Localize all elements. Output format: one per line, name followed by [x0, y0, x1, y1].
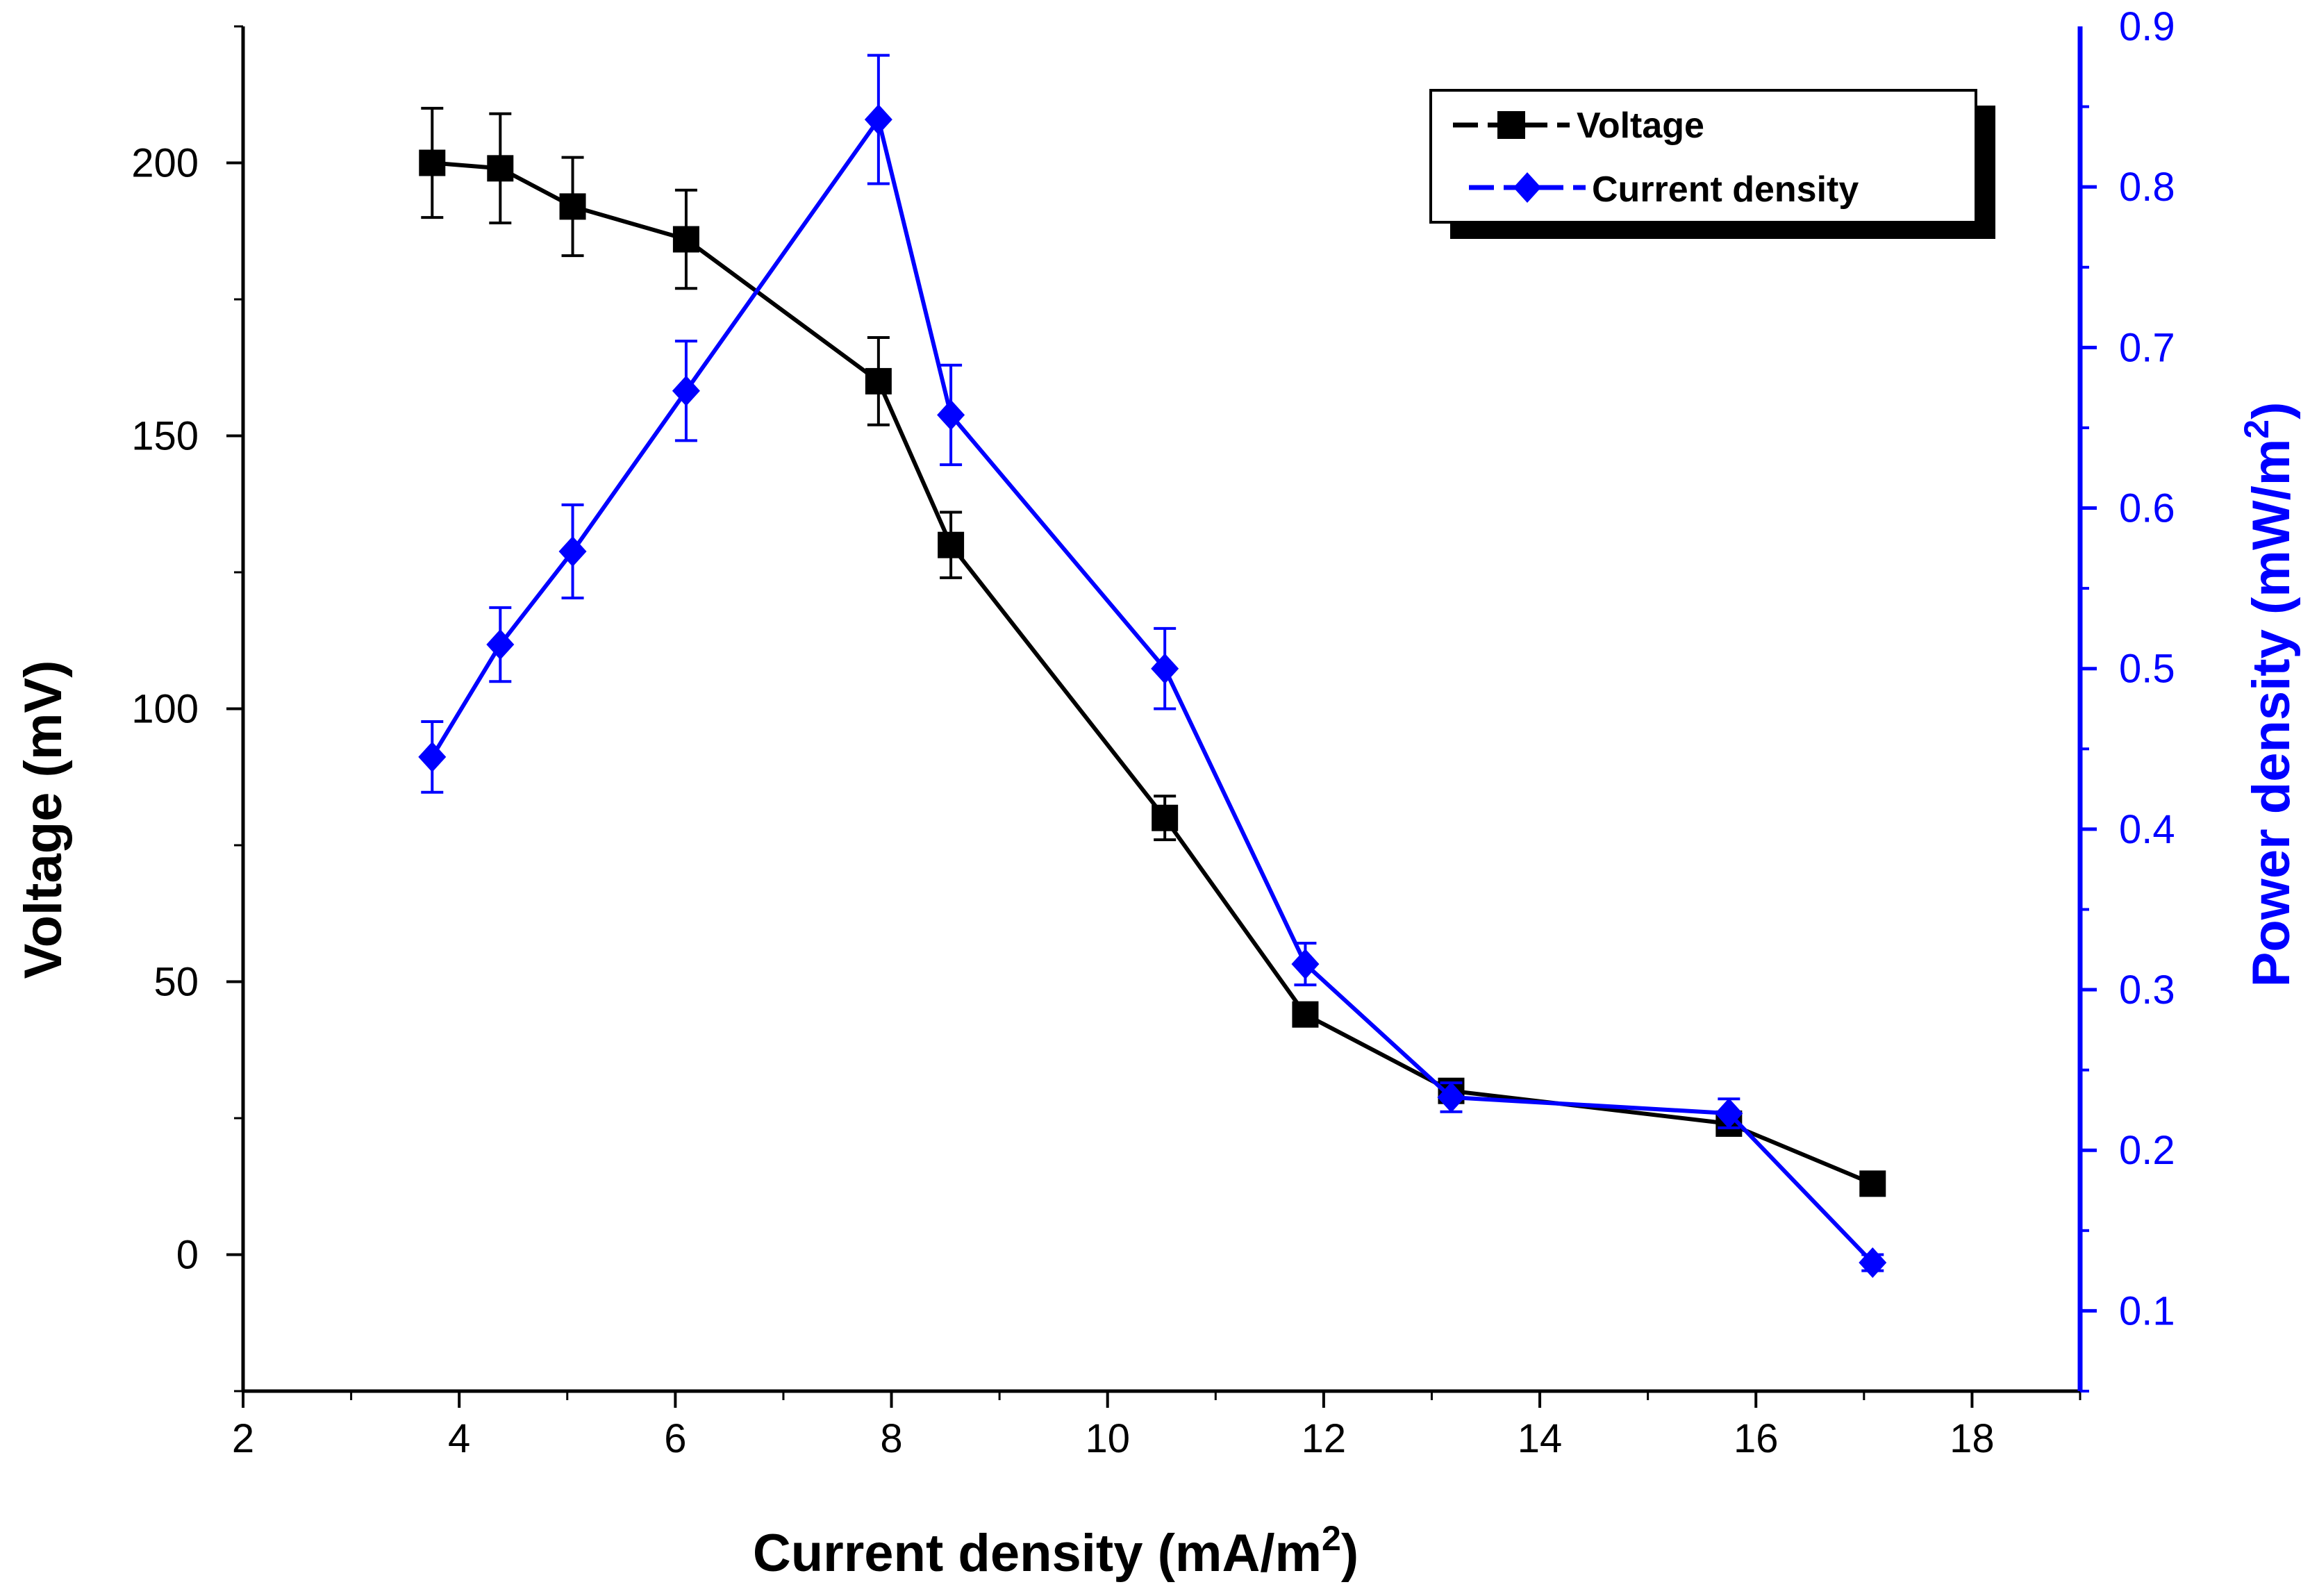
- x-tick-label: 18: [1950, 1416, 1995, 1461]
- data-point: [864, 104, 892, 135]
- data-point: [1859, 1247, 1887, 1279]
- data-point: [672, 226, 699, 253]
- x-tick-label: 4: [448, 1416, 470, 1461]
- legend-entry-voltage: Voltage: [1453, 106, 1704, 146]
- data-point: [558, 535, 587, 567]
- x-axis-title-sup: 2: [1322, 1519, 1341, 1558]
- y2-tick-label: 0.1: [2119, 1288, 2175, 1333]
- data-point: [937, 399, 965, 431]
- x-axis-title: Current density (mA/m2): [753, 1519, 1358, 1583]
- series-layer: [418, 53, 1887, 1279]
- series-line: [432, 160, 1874, 1186]
- series-line: [430, 117, 1875, 1265]
- data-point: [487, 155, 514, 182]
- legend: Voltage Current density: [1429, 89, 1995, 239]
- data-point: [559, 193, 586, 220]
- data-point: [419, 149, 446, 176]
- y2-tick-label: 0.7: [2119, 325, 2175, 370]
- data-point: [938, 531, 965, 558]
- data-point: [1291, 949, 1320, 980]
- legend-marker-voltage: [1497, 111, 1525, 139]
- legend-entry-current-density: Current density: [1469, 169, 1859, 210]
- legend-marker-current-density: [1513, 172, 1541, 203]
- y2-tick-label: 0.8: [2119, 165, 2175, 210]
- data-point: [1292, 1001, 1319, 1028]
- x-tick-label: 6: [664, 1416, 686, 1461]
- x-tick-label: 10: [1085, 1416, 1130, 1461]
- data-point: [1859, 1170, 1886, 1197]
- y2-axis-title-main: Power density (mW/m: [2242, 439, 2301, 988]
- x-tick-label: 2: [232, 1416, 254, 1461]
- data-point: [865, 367, 892, 394]
- data-point: [486, 629, 515, 660]
- y2-tick-label: 0.5: [2119, 647, 2175, 692]
- data-point: [418, 741, 447, 772]
- y-tick-label: 50: [153, 960, 199, 1005]
- legend-label-current-density: Current density: [1592, 169, 1859, 210]
- data-point: [1715, 1098, 1743, 1129]
- x-tick-label: 16: [1734, 1416, 1779, 1461]
- y2-tick-label: 0.6: [2119, 486, 2175, 531]
- y-axis-title: Voltage (mV): [14, 660, 73, 979]
- y2-tick-label: 0.9: [2119, 4, 2175, 49]
- y2-axis-title-tail: ): [2242, 402, 2301, 419]
- data-point: [1152, 804, 1179, 831]
- y2-tick-label: 0.2: [2119, 1128, 2175, 1173]
- x-tick-label: 12: [1302, 1416, 1347, 1461]
- data-point: [1151, 653, 1179, 684]
- data-point: [672, 375, 700, 406]
- y2-tick-label: 0.3: [2119, 967, 2175, 1013]
- y-tick-label: 150: [131, 414, 199, 459]
- y2-axis-title: Power density (mW/m2): [2237, 402, 2301, 988]
- x-axis: 2 4 6 8 10 12 14 16 18: [232, 1391, 2082, 1461]
- y-tick-label: 200: [131, 141, 199, 186]
- series-current-density: [418, 53, 1887, 1279]
- data-point: [1437, 1081, 1465, 1113]
- y2-tick-label: 0.4: [2119, 807, 2175, 852]
- x-axis-title-tail: ): [1341, 1524, 1358, 1583]
- y-axis: 0 50 100 150 200: [131, 25, 243, 1393]
- y2-axis: 0.1 0.2 0.3 0.4 0.5 0.6 0.7 0.8 0.9: [2080, 4, 2175, 1393]
- x-tick-label: 8: [880, 1416, 902, 1461]
- x-tick-label: 14: [1518, 1416, 1563, 1461]
- legend-label-voltage: Voltage: [1577, 106, 1704, 146]
- x-axis-title-main: Current density (mA/m: [753, 1524, 1322, 1583]
- y2-axis-title-sup: 2: [2237, 419, 2276, 439]
- y-tick-label: 0: [176, 1233, 199, 1278]
- y-tick-label: 100: [131, 687, 199, 732]
